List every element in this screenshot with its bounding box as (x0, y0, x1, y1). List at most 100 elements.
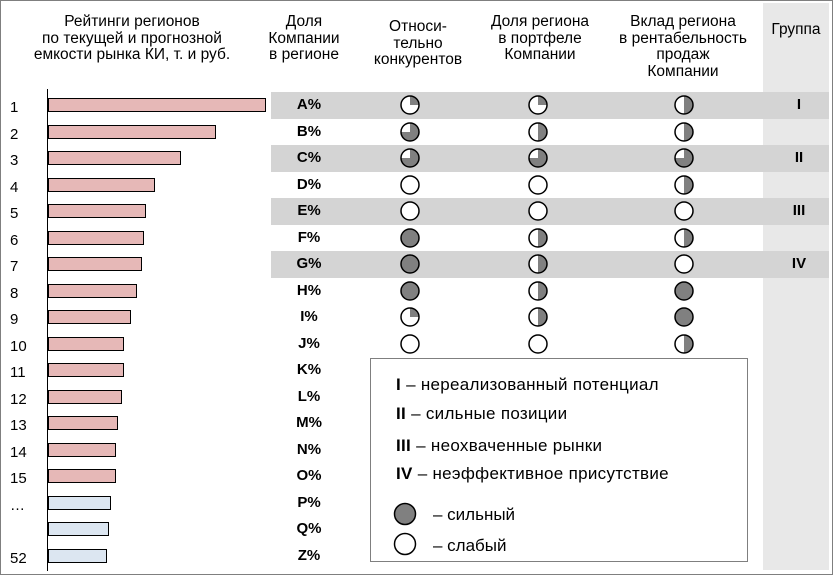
portfolio-rating-icon (528, 280, 548, 301)
competitors-header: Относи- тельно конкурентов (356, 18, 480, 69)
group-label: IV (791, 255, 807, 272)
profitability-rating-icon (674, 201, 694, 221)
profitability-rating-icon (674, 148, 694, 168)
rank-label: 13 (10, 417, 27, 434)
profitability-header-line: в рентабельность (619, 29, 747, 47)
portfolio-rating-icon (528, 254, 548, 274)
profitability-rating-icon (674, 95, 694, 115)
portfolio-header: Доля региона в портфеле Компании (477, 13, 603, 64)
region-bar (48, 442, 116, 457)
region-bar (48, 336, 125, 351)
share-value: E% (297, 202, 321, 219)
row-highlight-band (271, 145, 829, 172)
strong-marker-icon (393, 502, 417, 526)
rank-label: 1 (10, 99, 19, 116)
legend-group-text: – сильные позиции (411, 404, 568, 423)
row-highlight-band (271, 92, 829, 119)
group-label: II (794, 149, 804, 166)
share-value: N% (296, 440, 322, 458)
share-value: O% (296, 467, 322, 484)
ratings-header-line: Рейтинги регионов (64, 13, 200, 30)
portfolio-header-line: Доля региона (490, 13, 590, 30)
region-bar (48, 124, 216, 139)
competitors-rating-icon (400, 148, 420, 168)
rank-label: 5 (10, 205, 19, 222)
group-label: III (792, 202, 806, 219)
region-bar (48, 522, 110, 536)
rank-label: 3 (10, 152, 19, 169)
legend-item-2: II – сильные позиции (396, 404, 567, 424)
group-column-background (763, 3, 829, 570)
profitability-rating-icon (674, 174, 694, 195)
competitors-rating-icon (400, 280, 420, 301)
region-bar (48, 495, 112, 510)
competitors-rating-icon (400, 254, 420, 274)
portfolio-rating-icon (528, 174, 548, 195)
portfolio-rating-icon (528, 227, 548, 248)
competitors-rating-icon (400, 95, 420, 115)
competitors-rating-icon (400, 227, 420, 248)
weak-marker-icon (393, 532, 417, 556)
share-value: Z% (297, 546, 321, 564)
region-bar (48, 257, 142, 271)
portfolio-rating-icon (528, 333, 548, 354)
region-bar (48, 98, 266, 112)
rank-label: 4 (10, 178, 19, 196)
region-bar (48, 283, 138, 298)
share-value: I% (300, 308, 318, 325)
legend-weak-label: – слабый (433, 536, 507, 555)
share-value: M% (296, 414, 322, 431)
bar-axis (47, 89, 48, 571)
legend-group-number: II (396, 404, 407, 423)
share-value: A% (296, 96, 322, 113)
share-value: F% (297, 228, 321, 246)
competitors-rating-icon (400, 174, 420, 195)
rank-label: 2 (10, 125, 19, 143)
share-header: Доля Компании в регионе (259, 13, 349, 64)
rank-label: 52 (10, 549, 27, 567)
share-value: D% (296, 175, 322, 193)
share-header-line: Доля (285, 13, 323, 30)
competitors-header-line: тельно (393, 34, 443, 52)
profitability-header: Вклад региона в рентабельность продаж Ко… (601, 13, 765, 80)
region-bar (48, 548, 107, 563)
portfolio-rating-icon (528, 148, 548, 168)
legend-group-text: – нереализованный потенциал (406, 375, 659, 394)
legend-group-number: I (396, 375, 402, 394)
portfolio-rating-icon (528, 201, 548, 221)
rank-label: 7 (10, 258, 19, 275)
profitability-rating-icon (674, 227, 694, 248)
share-value: B% (296, 122, 322, 140)
share-value: Q% (296, 520, 322, 537)
profitability-rating-icon (674, 280, 694, 301)
region-bar (48, 177, 155, 192)
portfolio-rating-icon (528, 121, 548, 142)
ratings-header-line: емкости рынка КИ, т. и руб. (33, 46, 231, 63)
row-highlight-band (271, 198, 829, 225)
share-value: J% (298, 334, 320, 352)
rank-label: 14 (10, 443, 27, 461)
profitability-header-line: Компании (647, 62, 719, 80)
region-bar (48, 204, 147, 218)
legend-item-3: III – неохваченные рынки (396, 436, 602, 456)
portfolio-rating-icon (528, 95, 548, 115)
share-value: H% (296, 281, 322, 299)
competitors-rating-icon (400, 121, 420, 142)
share-value: L% (297, 387, 321, 405)
legend-group-text: – неэффективное присутствие (417, 464, 669, 483)
rank-label: 15 (10, 470, 27, 487)
profitability-rating-icon (674, 254, 694, 274)
legend-group-number: III (396, 436, 412, 455)
rank-label: … (10, 496, 25, 514)
legend-item-1: I – нереализованный потенциал (396, 375, 659, 395)
profitability-rating-icon (674, 121, 694, 142)
competitors-header-line: Относи- (389, 18, 447, 35)
legend-group-text: – неохваченные рынки (416, 436, 603, 455)
portfolio-header-line: в портфеле (498, 29, 582, 47)
legend-group-number: IV (396, 464, 413, 483)
group-label: I (796, 96, 802, 113)
profitability-rating-icon (674, 307, 694, 327)
share-value: K% (296, 361, 322, 378)
portfolio-header-line: Компании (504, 46, 576, 63)
rank-label: 9 (10, 311, 19, 328)
